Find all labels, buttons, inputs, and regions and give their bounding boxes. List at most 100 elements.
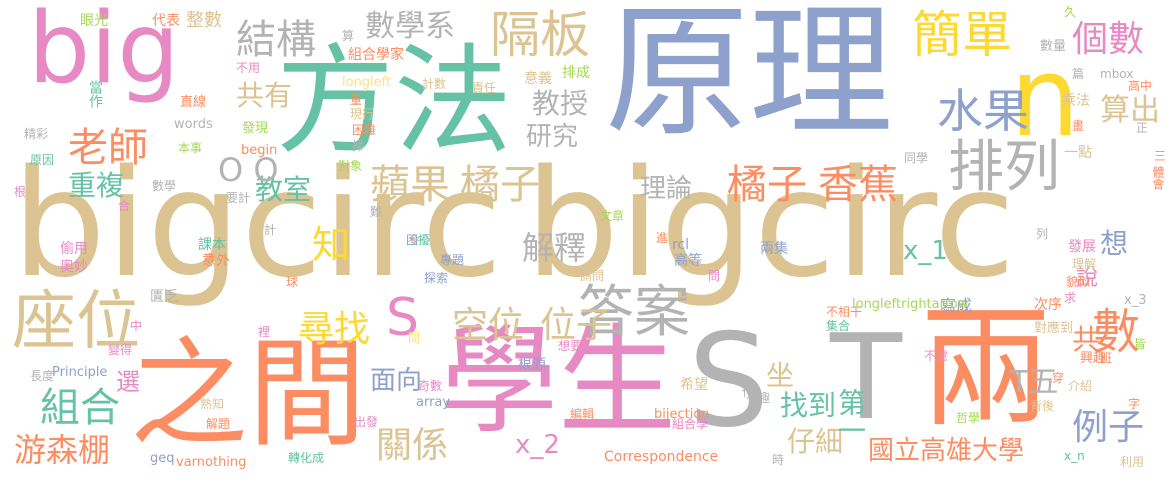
word-tansuo: 探索 [424, 271, 449, 285]
word-s-large: S [688, 307, 770, 456]
word-zuo-do: 作 [742, 385, 755, 399]
word-zhixian: 直線 [180, 95, 207, 110]
word-qingwen: 請問 [580, 269, 605, 283]
word-benshi: 本事 [178, 141, 203, 155]
word-principle: Principle [52, 365, 108, 380]
word-x2: x_2 [515, 430, 560, 460]
word-jiegou: 結構 [236, 17, 316, 63]
word-jieshao: 介紹 [1068, 379, 1093, 393]
word-zixi: 仔細 [787, 425, 844, 458]
word-he: 合 [118, 199, 131, 213]
word-diyi: 第一 [834, 388, 867, 444]
word-qiu: 求 [1064, 291, 1077, 305]
word-maosi: 貌似 [1066, 275, 1091, 289]
word-guanxi: 關係 [376, 425, 449, 466]
word-shu: 數 [1092, 304, 1141, 360]
word-xiangyao: 想要 [558, 339, 583, 353]
word-chongfu: 重複 [68, 169, 125, 202]
word-ling: 令 [408, 233, 421, 247]
word-weizi: 位子 [540, 305, 613, 346]
word-duiyingdao: 對應到 [1034, 321, 1074, 336]
word-xn: x_n [1064, 449, 1085, 463]
word-buxianggan: 不相干 [826, 305, 863, 319]
word-zhong: 中 [130, 319, 143, 333]
word-suanchu: 算出 [1100, 93, 1160, 128]
word-jiaoshou: 教授 [532, 87, 589, 120]
word-paicheng: 排成 [562, 65, 590, 81]
word-yiwai: 意外 [202, 253, 230, 269]
word-wen: 問 [708, 269, 721, 283]
word-shuo: 說 [1076, 266, 1099, 291]
word-xiecheng: 寫成 [940, 296, 973, 315]
word-xianxing: 現行 [350, 107, 375, 121]
word-n: n [1010, 33, 1080, 161]
word-fazhan: 發展 [1068, 239, 1096, 255]
word-qiu-ball: 球 [286, 275, 299, 289]
word-liyong: 利用 [1120, 455, 1145, 469]
word-chufa: 出發 [354, 415, 379, 429]
word-zhexue: 哲學 [956, 411, 981, 425]
word-chengfa: 乘法 [1062, 93, 1090, 109]
word-zuowei: 座位 [12, 285, 140, 359]
word-faxian: 發現 [242, 121, 269, 136]
word-pingguo: 蘋果 [370, 162, 450, 208]
word-nuk: 國立高雄大學 [868, 436, 1025, 466]
word-genyuan: 根源 [518, 357, 546, 373]
word-xuan: 選 [116, 368, 140, 396]
word-kongwei: 空位 [452, 305, 525, 346]
word-zeren: 責任 [472, 81, 497, 95]
word-juzi-1: 橘子 [460, 162, 540, 208]
word-zhijian: 之間 [130, 325, 367, 463]
word-zhengshu: 整數 [186, 10, 222, 31]
word-tihui: 體會 [1151, 166, 1165, 190]
word-shuxue: 數學 [152, 179, 177, 193]
word-bigcirc-right: bigcirc [525, 138, 1016, 310]
word-jiu: 久 [1064, 5, 1077, 19]
word-kuifa: 匱乏 [150, 289, 178, 305]
word-x3: x_3 [1124, 293, 1147, 308]
word-longleftrightarrow: longleftrightarrow [852, 297, 969, 312]
word-buyong: 不用 [236, 61, 261, 75]
word-zi: 字 [1128, 397, 1141, 411]
word-pian: 篇 [1072, 67, 1085, 81]
word-yidian: 一點 [1064, 145, 1092, 161]
word-touyong: 偷用 [60, 241, 88, 257]
word-bijection: bijection [654, 407, 710, 422]
word-zhi: 知 [312, 223, 351, 267]
word-cixu: 次序 [1034, 297, 1062, 313]
word-oo: O O [218, 151, 279, 189]
word-daan: 答案 [578, 280, 690, 345]
word-yuanli: 原理 [605, 0, 894, 156]
word-jieti: 解題 [206, 417, 231, 431]
word-xingqu: 興趣 [1080, 351, 1107, 366]
word-chuan: 穿 [1052, 371, 1065, 385]
word-fangfa: 方法 [276, 32, 513, 170]
word-daibiao: 代表 [152, 13, 180, 29]
word-lie: 列 [1036, 227, 1049, 241]
word-zuhexuejia: 組合學家 [348, 47, 404, 63]
word-buyu: 不虞 [924, 349, 949, 363]
word-yiyi: 意義 [524, 71, 552, 87]
word-yousenpeng: 游森棚 [14, 431, 111, 469]
word-zuo: 坐 [766, 359, 795, 392]
word-keben: 課本 [198, 237, 226, 253]
word-jiaoshi: 教室 [255, 173, 312, 206]
word-lizi: 例子 [1072, 407, 1145, 448]
word-words: words [174, 117, 213, 132]
word-duixiang: 對象 [338, 159, 363, 173]
word-jian: 間 [408, 331, 421, 345]
word-ban: 班 [1100, 351, 1113, 365]
word-yaoji: 要計 [226, 191, 251, 205]
word-xuesheng: 學生 [440, 312, 677, 450]
word-jingcai: 精彩 [24, 127, 49, 141]
word-jieshi: 解釋 [522, 229, 587, 267]
word-mbox: mbox [1100, 67, 1134, 81]
word-geq: geq [150, 451, 175, 466]
word-gong: 共 [1072, 323, 1101, 356]
word-big: big [28, 0, 180, 106]
word-yanguang: 眼光 [80, 13, 108, 29]
word-shuzhi: 熟知 [200, 397, 225, 411]
word-zhuanhuacheng: 轉化成 [288, 451, 325, 465]
word-zheng: 正 [1136, 121, 1149, 135]
word-xiwang: 希望 [680, 377, 708, 393]
